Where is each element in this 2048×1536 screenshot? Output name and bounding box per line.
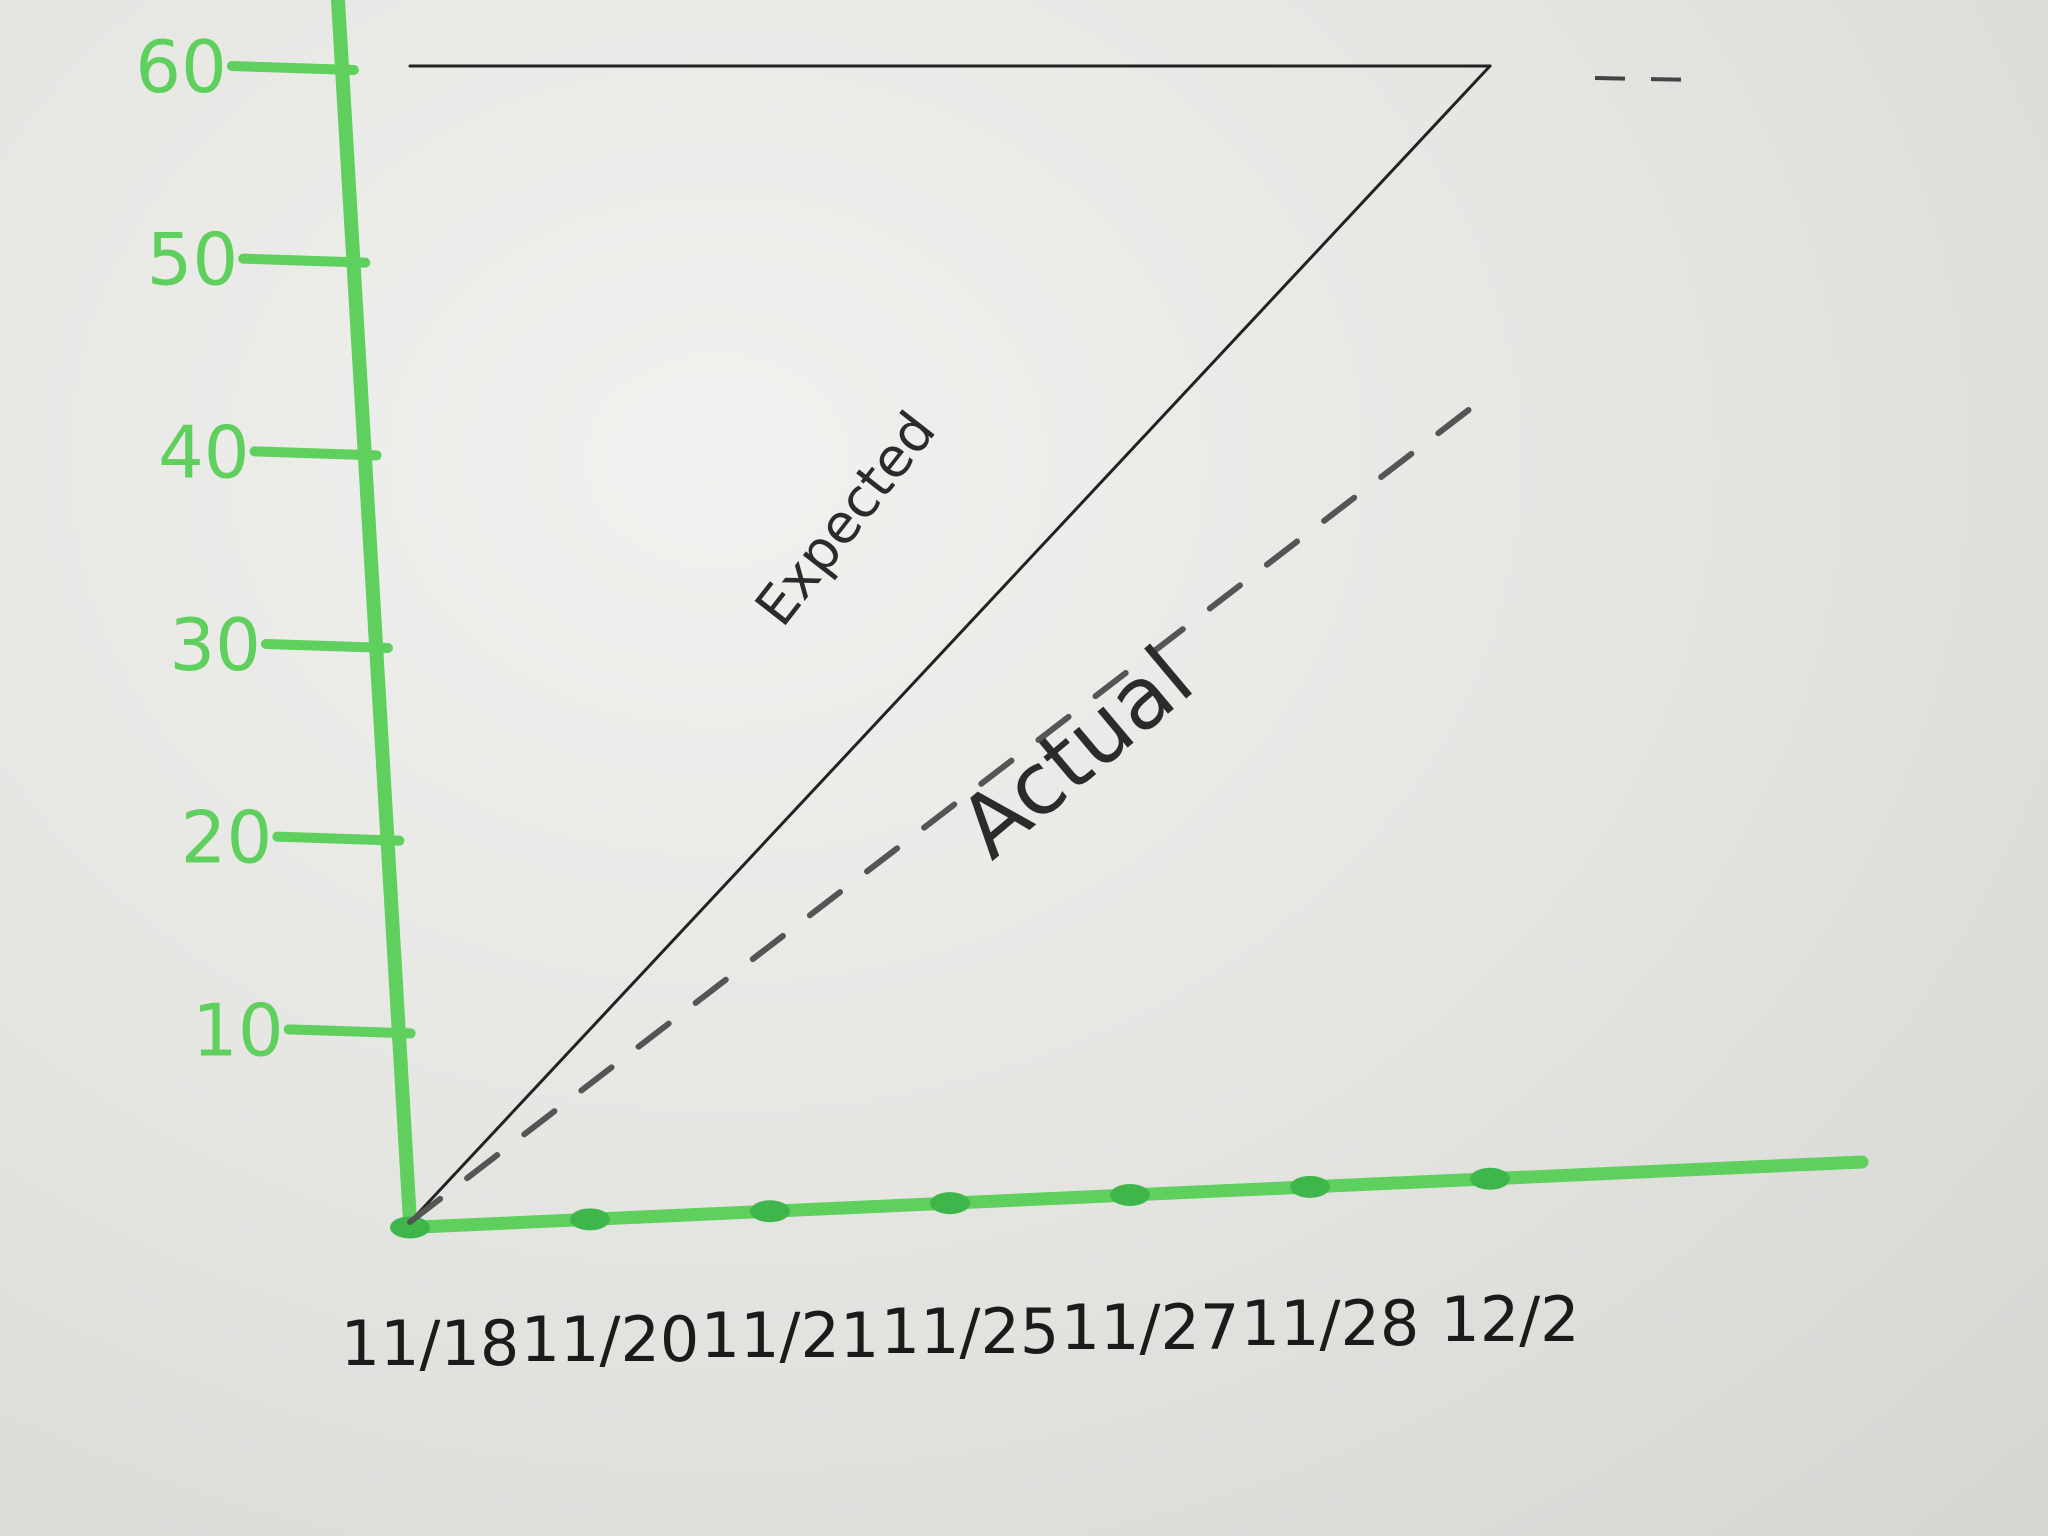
y-tick-label: 60 (135, 25, 227, 109)
y-tick-label: 20 (181, 796, 273, 880)
x-tick-dot (1290, 1175, 1330, 1198)
y-tick-mark (238, 253, 371, 268)
y-tick-mark (226, 61, 359, 75)
target-line-extension (1594, 76, 1701, 82)
x-tick-label: 11/18 (341, 1307, 520, 1380)
y-tick-label: 50 (147, 218, 239, 302)
y-tick-mark (260, 639, 393, 653)
x-tick-label: 11/20 (521, 1303, 700, 1376)
series-line-expected (408, 64, 1492, 1224)
x-tick-label: 12/2 (1440, 1283, 1579, 1356)
x-tick-label: 11/21 (701, 1299, 880, 1372)
y-tick-mark (272, 831, 405, 846)
y-tick-mark (283, 1024, 416, 1039)
x-tick-label: 11/27 (1061, 1291, 1240, 1364)
series-label-expected: Expected (743, 400, 948, 637)
series-line-actual (407, 390, 1493, 1225)
y-tick-label: 10 (192, 988, 284, 1072)
y-tick-label: 40 (158, 410, 250, 494)
x-tick-dot (1470, 1167, 1510, 1190)
x-tick-dot (570, 1208, 610, 1231)
y-tick-label: 30 (169, 603, 261, 687)
x-tick-dot (390, 1216, 430, 1239)
y-tick-mark (249, 446, 382, 461)
x-tick-label: 11/25 (881, 1295, 1060, 1368)
y-axis (331, 0, 417, 1229)
x-tick-dot (1110, 1184, 1150, 1206)
x-tick-dot (750, 1200, 790, 1223)
x-tick-label: 11/28 (1241, 1287, 1420, 1360)
series-label-actual: Actual (941, 628, 1212, 878)
x-tick-dot (930, 1192, 970, 1215)
